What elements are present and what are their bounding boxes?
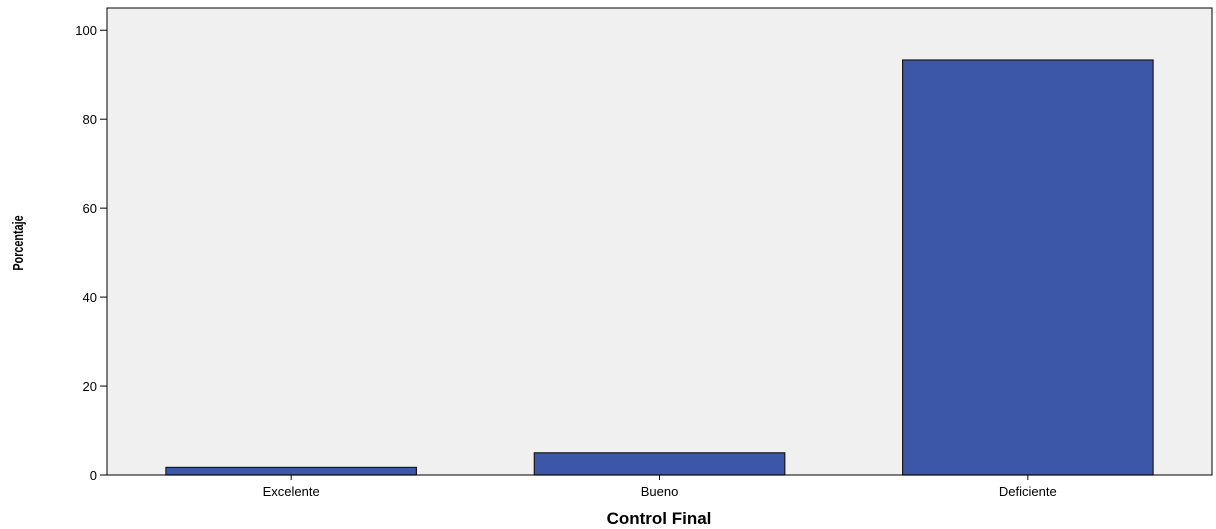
x-axis-title: Control Final: [607, 509, 712, 528]
y-axis: 0 20 40 60 80 100: [75, 23, 107, 483]
x-tick-label-bueno: Bueno: [641, 484, 679, 499]
bar-excelente: [165, 466, 417, 476]
bar-deficiente: [901, 59, 1154, 476]
y-tick-label-40: 40: [83, 290, 97, 305]
y-tick-label-0: 0: [90, 468, 97, 483]
y-tick-label-60: 60: [83, 201, 97, 216]
y-tick-label-80: 80: [83, 112, 97, 127]
x-tick-label-deficiente: Deficiente: [999, 484, 1057, 499]
bars-layer: [165, 59, 1154, 476]
plot-frame: [106, 7, 1213, 476]
y-axis-title: Porcentaje: [9, 215, 26, 270]
x-tick-label-excelente: Excelente: [263, 484, 320, 499]
y-tick-label-20: 20: [83, 379, 97, 394]
bar-bueno: [533, 452, 786, 476]
x-axis: Excelente Bueno Deficiente: [263, 475, 1057, 499]
y-tick-label-100: 100: [75, 23, 97, 38]
